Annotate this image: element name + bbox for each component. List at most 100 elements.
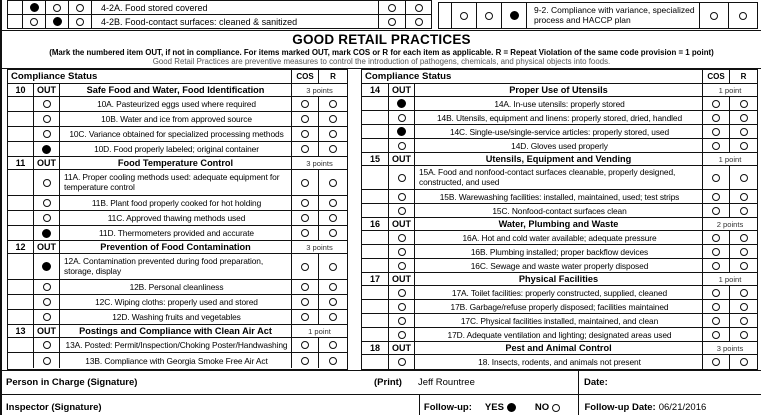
cos-cell[interactable] [379,15,406,29]
out-mark-cell[interactable] [389,286,415,300]
cos-radio-icon[interactable] [301,214,309,222]
cos-cell[interactable] [703,204,730,218]
r-radio-icon[interactable] [739,288,748,297]
r-radio-icon[interactable] [739,316,748,325]
out-radio-icon[interactable] [42,228,51,238]
out-mark-cell[interactable] [389,231,415,245]
date-field[interactable]: Date: [578,371,761,394]
out-radio-icon[interactable] [397,141,406,150]
r-radio-icon[interactable] [329,229,337,237]
r-cell[interactable] [319,211,347,226]
radio-icon[interactable] [485,11,493,20]
r-cell[interactable] [730,245,757,259]
followup-yes-radio-icon[interactable] [506,403,516,412]
r-cell[interactable] [730,204,757,218]
cos-cell[interactable] [292,196,319,211]
radio-icon[interactable] [76,3,84,12]
cos-radio-icon[interactable] [712,316,720,325]
r-cell[interactable] [730,314,757,328]
print-name-field[interactable]: Jeff Rountree [418,377,475,388]
out-mark-cell[interactable] [389,245,415,259]
out-radio-icon[interactable] [42,313,51,321]
r-radio-icon[interactable] [739,261,748,270]
r-cell[interactable] [406,1,432,15]
cos-radio-icon[interactable] [301,341,309,349]
cos-radio-icon[interactable] [712,141,720,150]
cos-radio-icon[interactable] [712,358,720,366]
out-radio-icon[interactable] [42,341,51,349]
out-radio-icon[interactable] [397,358,406,366]
mark-cell[interactable] [452,3,477,28]
cos-radio-icon[interactable] [301,262,309,271]
out-mark-cell[interactable] [34,353,60,368]
out-mark-cell[interactable] [389,300,415,314]
out-radio-icon[interactable] [42,178,51,187]
cos-cell[interactable] [703,245,730,259]
r-radio-icon[interactable] [329,262,337,271]
cos-cell[interactable] [703,328,730,342]
out-mark-cell[interactable] [389,166,415,190]
cos-cell[interactable] [292,97,319,112]
r-radio-icon[interactable] [329,341,337,349]
out-radio-icon[interactable] [397,261,406,270]
followup-date-field[interactable]: Follow-up Date: 06/21/2016 [578,395,761,415]
cos-cell[interactable] [703,286,730,300]
r-radio-icon[interactable] [329,115,337,123]
out-radio-icon[interactable] [42,214,51,222]
cos-cell[interactable] [292,170,319,196]
r-radio-icon[interactable] [739,11,747,20]
cos-radio-icon[interactable] [712,288,720,297]
radio-icon[interactable] [76,17,84,26]
cos-cell[interactable] [703,355,730,369]
r-cell[interactable] [729,3,757,28]
out-radio-icon[interactable] [42,115,51,123]
r-radio-icon[interactable] [739,206,748,215]
r-radio-icon[interactable] [329,298,337,306]
r-radio-icon[interactable] [329,283,337,291]
out-mark-cell[interactable] [389,190,415,204]
out-radio-icon[interactable] [42,100,51,108]
cos-radio-icon[interactable] [301,356,309,365]
out-radio-icon[interactable] [397,330,406,339]
r-radio-icon[interactable] [414,3,423,12]
mark-cell[interactable] [69,1,92,15]
radio-icon[interactable] [460,11,468,20]
r-cell[interactable] [319,127,347,142]
cos-radio-icon[interactable] [712,233,720,242]
cos-radio-icon[interactable] [301,178,309,187]
r-cell[interactable] [319,280,347,295]
out-radio-icon[interactable] [397,288,406,297]
mark-cell[interactable] [46,1,69,15]
cos-radio-icon[interactable] [712,206,720,215]
out-radio-icon[interactable] [397,206,406,215]
r-radio-icon[interactable] [739,330,748,339]
out-mark-cell[interactable] [34,170,60,196]
r-cell[interactable] [319,226,347,241]
mark-cell[interactable] [46,15,69,29]
r-radio-icon[interactable] [739,113,748,122]
cos-cell[interactable] [703,190,730,204]
cos-radio-icon[interactable] [712,247,720,256]
r-radio-icon[interactable] [739,141,748,150]
out-radio-icon[interactable] [397,302,406,311]
out-radio-icon[interactable] [42,356,51,365]
cos-cell[interactable] [292,310,319,325]
cos-cell[interactable] [379,1,406,15]
r-cell[interactable] [319,353,347,368]
cos-cell[interactable] [292,211,319,226]
cos-cell[interactable] [703,139,730,153]
cos-cell[interactable] [703,314,730,328]
cos-cell[interactable] [703,97,730,111]
radio-icon[interactable] [52,17,62,26]
r-radio-icon[interactable] [739,358,748,366]
r-radio-icon[interactable] [739,192,748,201]
r-radio-icon[interactable] [329,178,337,187]
out-radio-icon[interactable] [397,113,406,122]
r-cell[interactable] [730,328,757,342]
r-cell[interactable] [319,295,347,310]
r-radio-icon[interactable] [739,173,748,182]
r-cell[interactable] [730,97,757,111]
out-radio-icon[interactable] [397,127,406,136]
mark-cell[interactable] [477,3,502,28]
r-radio-icon[interactable] [739,302,748,311]
